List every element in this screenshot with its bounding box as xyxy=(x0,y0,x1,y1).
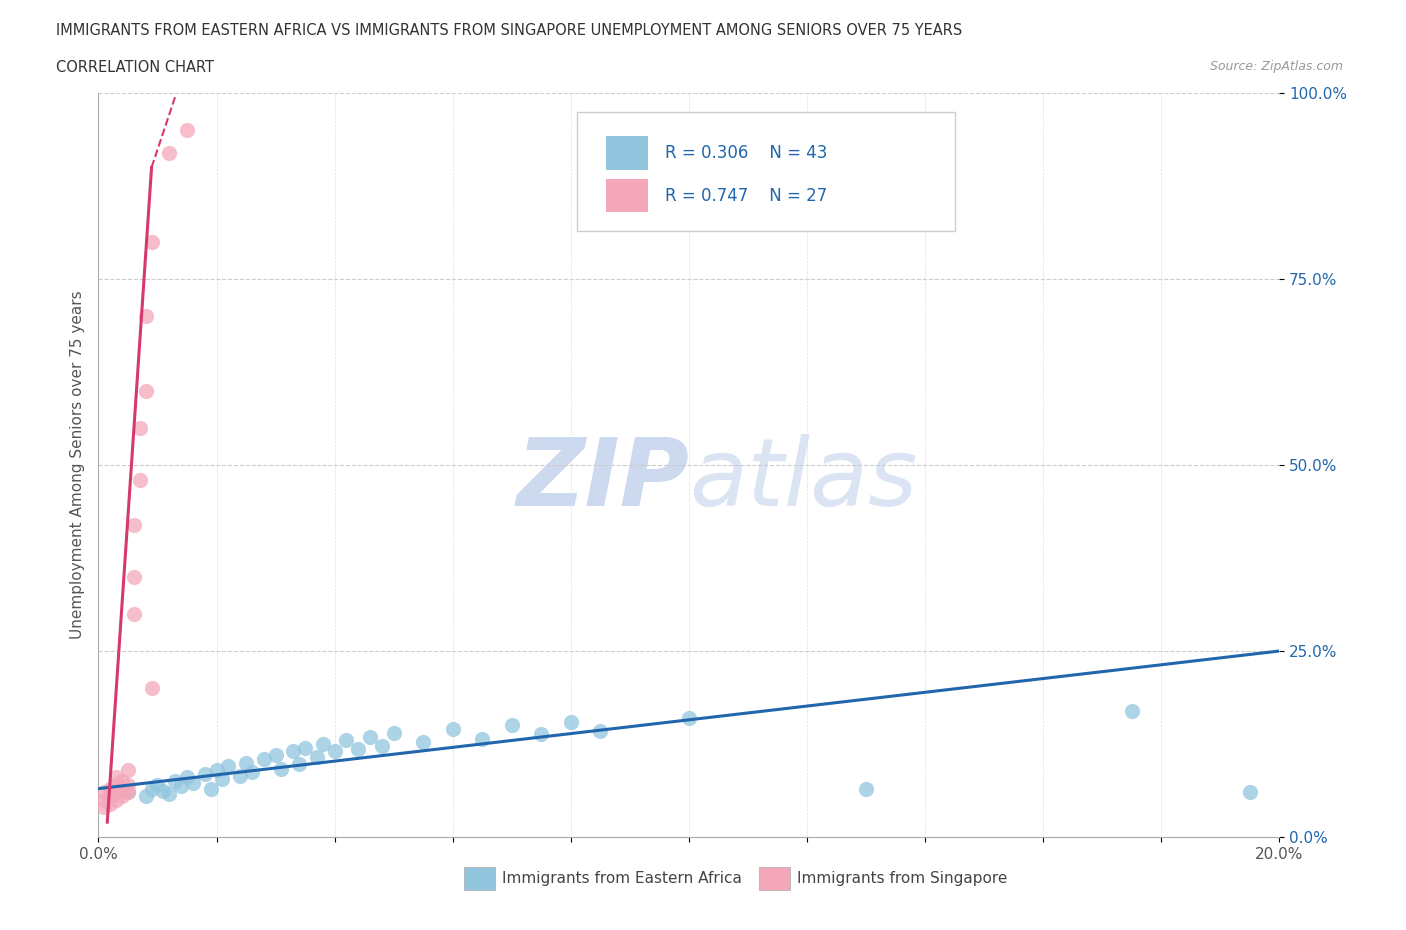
Point xyxy=(122,517,145,532)
Point xyxy=(312,737,335,751)
Bar xyxy=(606,136,648,169)
Point xyxy=(1121,703,1143,718)
Point xyxy=(194,766,217,781)
Text: Source: ZipAtlas.com: Source: ZipAtlas.com xyxy=(1209,60,1343,73)
Point xyxy=(371,738,394,753)
Point xyxy=(382,725,405,740)
Point xyxy=(855,781,877,796)
Point xyxy=(141,234,163,249)
Point xyxy=(229,768,252,783)
Point xyxy=(152,783,174,798)
Point xyxy=(98,796,121,811)
Point xyxy=(93,800,115,815)
Point xyxy=(253,751,276,766)
Text: Immigrants from Singapore: Immigrants from Singapore xyxy=(797,871,1008,886)
Point xyxy=(135,309,157,324)
Bar xyxy=(606,179,648,212)
Point xyxy=(111,781,134,796)
Point xyxy=(441,722,464,737)
Point xyxy=(157,145,180,160)
Point xyxy=(176,770,198,785)
Point xyxy=(235,755,257,770)
FancyBboxPatch shape xyxy=(576,112,955,231)
Point xyxy=(135,789,157,804)
Point xyxy=(135,383,157,398)
Point xyxy=(181,776,204,790)
Point xyxy=(294,740,316,755)
Text: atlas: atlas xyxy=(689,434,917,525)
Point xyxy=(117,785,139,800)
Text: ZIP: ZIP xyxy=(516,434,689,525)
Text: R = 0.747    N = 27: R = 0.747 N = 27 xyxy=(665,187,828,205)
Point xyxy=(141,681,163,696)
Point xyxy=(270,761,292,776)
Point xyxy=(176,123,198,138)
Point xyxy=(122,606,145,621)
Point xyxy=(105,770,128,785)
Text: CORRELATION CHART: CORRELATION CHART xyxy=(56,60,214,75)
Point xyxy=(412,735,434,750)
Point xyxy=(264,748,287,763)
Point xyxy=(98,781,121,796)
Point xyxy=(530,727,553,742)
Point xyxy=(117,763,139,777)
Point xyxy=(170,779,193,794)
Point xyxy=(288,757,311,772)
Point xyxy=(347,742,370,757)
Point xyxy=(93,785,115,800)
Point xyxy=(283,744,305,759)
Y-axis label: Unemployment Among Seniors over 75 years: Unemployment Among Seniors over 75 years xyxy=(69,291,84,639)
Text: Immigrants from Eastern Africa: Immigrants from Eastern Africa xyxy=(502,871,742,886)
Point xyxy=(211,772,233,787)
Point xyxy=(141,781,163,796)
Text: IMMIGRANTS FROM EASTERN AFRICA VS IMMIGRANTS FROM SINGAPORE UNEMPLOYMENT AMONG S: IMMIGRANTS FROM EASTERN AFRICA VS IMMIGR… xyxy=(56,23,963,38)
Point xyxy=(471,731,494,746)
Point xyxy=(105,785,128,800)
Point xyxy=(93,792,115,807)
Point xyxy=(111,789,134,804)
Point xyxy=(501,718,523,733)
Point xyxy=(200,781,222,796)
Point xyxy=(305,750,328,764)
Point xyxy=(98,789,121,804)
Point xyxy=(122,569,145,584)
Point xyxy=(146,777,169,792)
Point xyxy=(323,744,346,759)
Point xyxy=(205,763,228,777)
Point xyxy=(589,724,612,738)
Point xyxy=(105,777,128,792)
Point xyxy=(560,714,582,729)
Point xyxy=(105,792,128,807)
Point xyxy=(678,711,700,725)
Point xyxy=(1239,785,1261,800)
Point xyxy=(128,420,150,435)
Point xyxy=(111,774,134,789)
Point xyxy=(117,777,139,792)
Point xyxy=(217,759,239,774)
Point xyxy=(335,733,357,748)
Text: R = 0.306    N = 43: R = 0.306 N = 43 xyxy=(665,143,828,162)
Point xyxy=(240,764,263,779)
Point xyxy=(117,785,139,800)
Point xyxy=(157,787,180,802)
Point xyxy=(359,729,381,744)
Point xyxy=(165,774,187,789)
Point xyxy=(128,472,150,487)
